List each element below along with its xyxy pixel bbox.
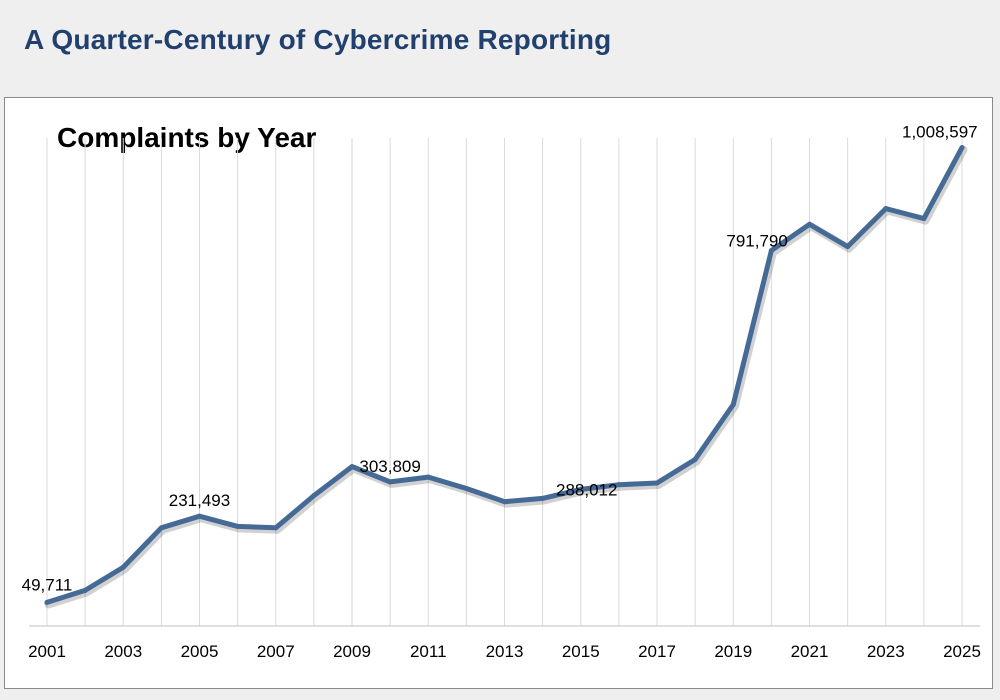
data-point-2020 xyxy=(768,247,774,253)
data-point-2006 xyxy=(235,523,241,529)
data-point-2018 xyxy=(692,457,698,463)
x-tick-label: 2001 xyxy=(28,642,66,661)
data-point-2005 xyxy=(197,513,202,519)
data-label-2020: 791,790 xyxy=(726,231,787,250)
x-tick-label: 2007 xyxy=(257,642,295,661)
data-point-2009 xyxy=(349,464,355,470)
x-tick-label: 2021 xyxy=(791,642,829,661)
x-tick-label: 2025 xyxy=(943,642,981,661)
data-point-2008 xyxy=(311,493,317,499)
data-point-2011 xyxy=(425,474,431,480)
data-point-2024 xyxy=(921,216,927,222)
data-point-2021 xyxy=(807,221,812,227)
data-label-2015: 288,012 xyxy=(556,480,617,499)
x-tick-label: 2019 xyxy=(714,642,752,661)
data-point-2019 xyxy=(730,402,736,408)
data-point-2013 xyxy=(502,499,507,505)
line-chart: 2001 2003 2005 2007 2009 2011 2013 2015 2017 2019… xyxy=(22,123,981,661)
data-point-2022 xyxy=(845,244,851,250)
x-tick-label: 2017 xyxy=(638,642,676,661)
data-point-2001 xyxy=(44,599,50,605)
data-point-2010 xyxy=(387,479,393,485)
data-point-2016 xyxy=(616,482,622,488)
data-point-2017 xyxy=(654,480,660,486)
x-tick-label: 2015 xyxy=(562,642,600,661)
data-point-2003 xyxy=(120,564,126,570)
data-point-2014 xyxy=(540,495,546,501)
chart-title: Complaints by Year xyxy=(57,122,317,153)
x-tick-label: 2009 xyxy=(333,642,371,661)
data-point-2002 xyxy=(82,587,88,593)
x-tick-label: 2003 xyxy=(104,642,142,661)
data-point-2004 xyxy=(158,525,164,531)
x-tick-label: 2011 xyxy=(410,642,447,661)
data-label-2001: 49,711 xyxy=(22,575,73,594)
x-tick-label: 2023 xyxy=(867,642,905,661)
series-line-shadow xyxy=(44,145,968,609)
x-tick-label: 2005 xyxy=(181,642,219,661)
data-point-2015 xyxy=(578,486,584,492)
data-label-2025: 1,008,597 xyxy=(902,123,978,142)
data-point-2023 xyxy=(883,206,889,212)
data-label-2005: 231,493 xyxy=(169,491,230,510)
data-point-2025 xyxy=(959,145,965,151)
data-point-2012 xyxy=(463,485,469,491)
page-title: A Quarter-Century of Cybercrime Reportin… xyxy=(24,24,612,55)
chart-panel: Complaints by Year 2001 2003 2005 2007 2009 2… xyxy=(4,97,993,689)
data-point-2007 xyxy=(273,525,279,531)
x-tick-label: 2013 xyxy=(486,642,524,661)
data-label-2010: 303,809 xyxy=(359,457,420,476)
